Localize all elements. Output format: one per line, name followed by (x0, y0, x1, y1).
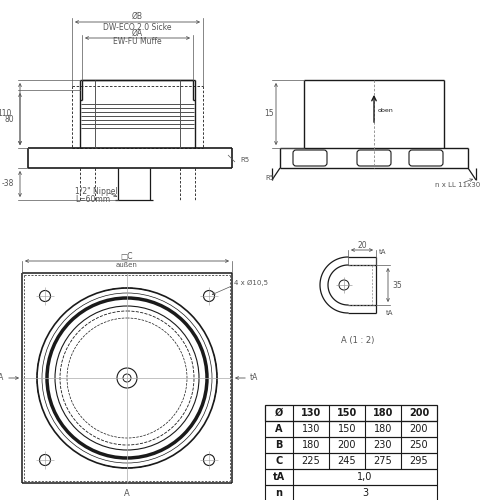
Text: DW-ECO 2.0 Sicke: DW-ECO 2.0 Sicke (104, 22, 172, 32)
Text: L=60mm: L=60mm (75, 194, 110, 203)
Text: 1,0: 1,0 (358, 472, 372, 482)
Bar (265, 453, 437, 469)
Text: 110: 110 (0, 110, 12, 118)
Text: 200: 200 (338, 440, 356, 450)
Text: 130: 130 (302, 424, 320, 434)
Bar (265, 485, 437, 500)
Text: 20: 20 (357, 242, 367, 250)
Text: n x LL 11x30: n x LL 11x30 (435, 182, 480, 188)
Text: 35: 35 (392, 280, 402, 289)
Text: ØA: ØA (132, 28, 143, 38)
Text: 130: 130 (301, 408, 321, 418)
Text: oben: oben (378, 108, 394, 112)
Text: 150: 150 (337, 408, 357, 418)
Text: tA: tA (250, 374, 258, 382)
Text: 200: 200 (409, 408, 429, 418)
Text: 295: 295 (410, 456, 428, 466)
Text: außen: außen (116, 262, 138, 268)
Text: 4 x Ø10,5: 4 x Ø10,5 (234, 280, 268, 286)
Text: 250: 250 (410, 440, 428, 450)
Text: 3: 3 (362, 488, 368, 498)
Bar (265, 421, 437, 437)
Bar (265, 469, 437, 485)
Text: -38: -38 (2, 180, 14, 188)
Text: B: B (276, 440, 282, 450)
Text: tA: tA (273, 472, 285, 482)
Text: EW-FU Muffe: EW-FU Muffe (113, 38, 162, 46)
Text: 1/2" Nippel: 1/2" Nippel (75, 188, 118, 196)
Text: tA: tA (0, 374, 4, 382)
Text: 180: 180 (302, 440, 320, 450)
Text: 180: 180 (374, 424, 392, 434)
Text: 275: 275 (374, 456, 392, 466)
Bar (265, 405, 437, 421)
Text: 150: 150 (338, 424, 356, 434)
Text: 245: 245 (338, 456, 356, 466)
Bar (265, 437, 437, 453)
Text: 80: 80 (4, 114, 14, 124)
Text: tA: tA (379, 249, 386, 255)
Text: R5: R5 (265, 175, 274, 181)
Text: 225: 225 (302, 456, 320, 466)
Text: A: A (275, 424, 283, 434)
Text: 200: 200 (410, 424, 428, 434)
Text: A: A (124, 488, 130, 498)
Text: □C: □C (121, 252, 133, 260)
Text: A (1 : 2): A (1 : 2) (342, 336, 374, 344)
Text: Ø: Ø (275, 408, 283, 418)
Text: 180: 180 (373, 408, 393, 418)
Text: n: n (276, 488, 282, 498)
Text: 15: 15 (264, 110, 274, 118)
Text: tA: tA (386, 310, 394, 316)
Text: 230: 230 (374, 440, 392, 450)
Text: R5: R5 (240, 157, 249, 163)
Text: C: C (276, 456, 282, 466)
Text: ØB: ØB (132, 12, 143, 20)
